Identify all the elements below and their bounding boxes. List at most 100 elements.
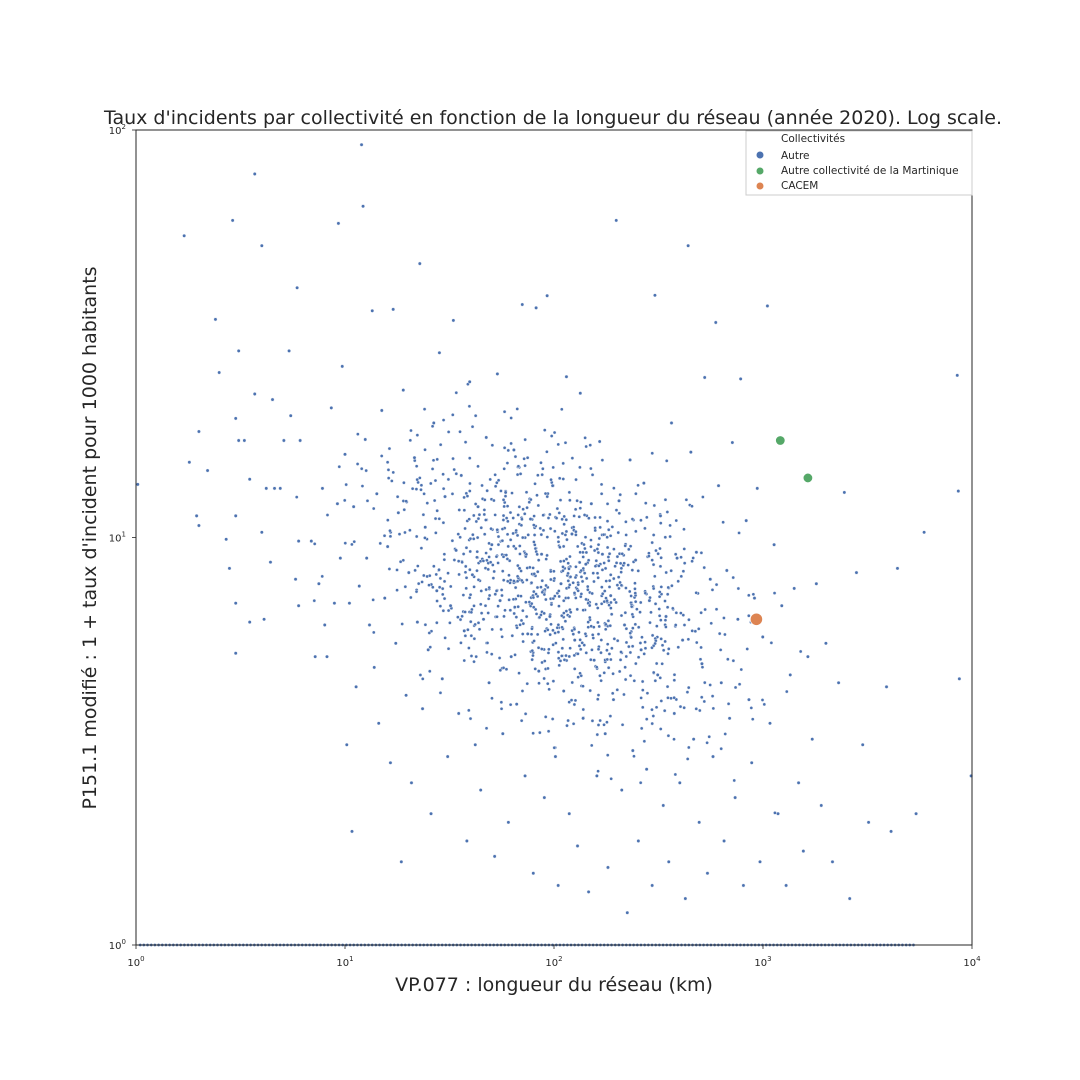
point-autre <box>509 654 514 659</box>
point-autre-fill <box>586 620 590 624</box>
ticks-layer: 100 101 102 103 104 100 101 102 <box>109 123 981 969</box>
point-autre-fill <box>471 532 475 537</box>
point-autre-fill <box>659 585 664 589</box>
point-autre-fill <box>402 507 407 512</box>
point-autre-fill <box>577 644 582 648</box>
point-autre <box>213 317 218 322</box>
point-autre-fill <box>430 467 435 471</box>
point-autre-fill <box>528 565 532 570</box>
y-axis-label: P151.1 modifié : 1 + taux d'incident pou… <box>79 266 101 809</box>
point-autre <box>733 795 738 800</box>
point-autre-fill <box>554 641 558 645</box>
point-autre-fill <box>584 651 589 655</box>
point-autre-fill <box>539 585 543 589</box>
point-autre-fill <box>533 481 537 486</box>
point-autre <box>322 623 327 627</box>
point-autre-fill <box>408 438 413 443</box>
point-autre-fill <box>535 585 540 590</box>
point-autre-fill <box>560 613 564 618</box>
point-autre-fill <box>513 454 518 459</box>
point-autre-fill <box>476 516 481 521</box>
point-autre <box>724 568 729 573</box>
point-autre-fill <box>584 444 588 449</box>
point-autre <box>391 307 396 312</box>
point-autre-fill <box>570 456 575 460</box>
point-autre-fill <box>551 679 556 683</box>
point-autre-fill <box>448 621 452 625</box>
point-autre-fill <box>423 536 427 540</box>
point-autre <box>456 711 461 716</box>
point-autre-fill <box>467 646 471 650</box>
point-autre-fill <box>614 600 618 605</box>
point-autre <box>262 617 266 622</box>
legend-marker-cacem <box>756 182 764 190</box>
point-autre-fill <box>530 657 534 662</box>
point-autre-fill <box>523 437 527 442</box>
point-autre-fill <box>434 572 439 577</box>
point-autre-fill <box>441 608 446 613</box>
point-autre <box>467 379 472 384</box>
point-autre-fill <box>586 625 591 629</box>
point-autre-fill <box>557 476 562 481</box>
point-autre <box>578 391 583 396</box>
point-autre <box>536 669 541 674</box>
point-autre-fill <box>731 658 736 663</box>
point-autre <box>611 697 616 702</box>
point-autre <box>376 721 381 726</box>
point-autre-fill <box>572 591 577 595</box>
point-autre-fill <box>488 560 493 565</box>
point-autre-fill <box>566 571 570 576</box>
point-autre-fill <box>700 665 705 669</box>
point-autre-fill <box>472 585 476 589</box>
point-autre-fill <box>490 696 494 701</box>
point-autre-fill <box>749 706 754 710</box>
point-autre-fill <box>606 665 611 670</box>
point-autre <box>614 218 619 223</box>
legend-entry-autre: Autre <box>781 150 810 162</box>
point-autre <box>819 803 824 808</box>
point-autre-fill <box>572 702 577 707</box>
point-autre-fill <box>496 542 501 547</box>
point-autre-fill <box>552 576 557 581</box>
point-autre-fill <box>618 561 623 566</box>
point-autre-fill <box>658 676 663 680</box>
point-autre-fill <box>479 525 484 530</box>
point-autre-fill <box>546 651 551 655</box>
point-autre-fill <box>520 578 524 583</box>
point-autre <box>677 780 682 785</box>
point-autre-fill <box>629 604 634 609</box>
point-autre <box>278 486 283 491</box>
point-autre-fill <box>678 704 683 709</box>
point-autre <box>272 486 277 491</box>
point-autre-fill <box>638 780 643 785</box>
point-autre-fill <box>663 618 668 622</box>
point-autre-fill <box>478 559 483 564</box>
point-autre-fill <box>589 544 593 549</box>
point-autre-fill <box>472 659 476 664</box>
point-autre <box>765 304 770 308</box>
point-autre-fill <box>467 456 472 460</box>
point-autre-fill <box>496 478 501 483</box>
point-autre <box>713 320 718 325</box>
point-autre-fill <box>533 546 538 551</box>
point-autre-fill <box>574 529 578 534</box>
point-autre-fill <box>486 611 490 615</box>
point-autre-fill <box>560 531 565 536</box>
point-autre <box>842 490 847 495</box>
point-autre-fill <box>588 615 592 620</box>
point-autre <box>755 486 760 491</box>
point-autre-fill <box>458 617 463 622</box>
point-autre-fill <box>699 695 704 700</box>
point-autre-fill <box>524 600 528 605</box>
point-autre-fill <box>541 513 545 518</box>
point-autre-fill <box>463 610 467 614</box>
point-autre-fill <box>581 566 586 571</box>
point-autre-fill <box>582 513 587 517</box>
point-autre <box>741 883 746 888</box>
point-autre <box>779 603 784 608</box>
point-autre-fill <box>504 516 509 520</box>
point-autre-fill <box>619 566 624 571</box>
point-autre-fill <box>650 633 655 638</box>
point-autre-fill <box>657 607 662 611</box>
point-autre <box>437 350 442 355</box>
